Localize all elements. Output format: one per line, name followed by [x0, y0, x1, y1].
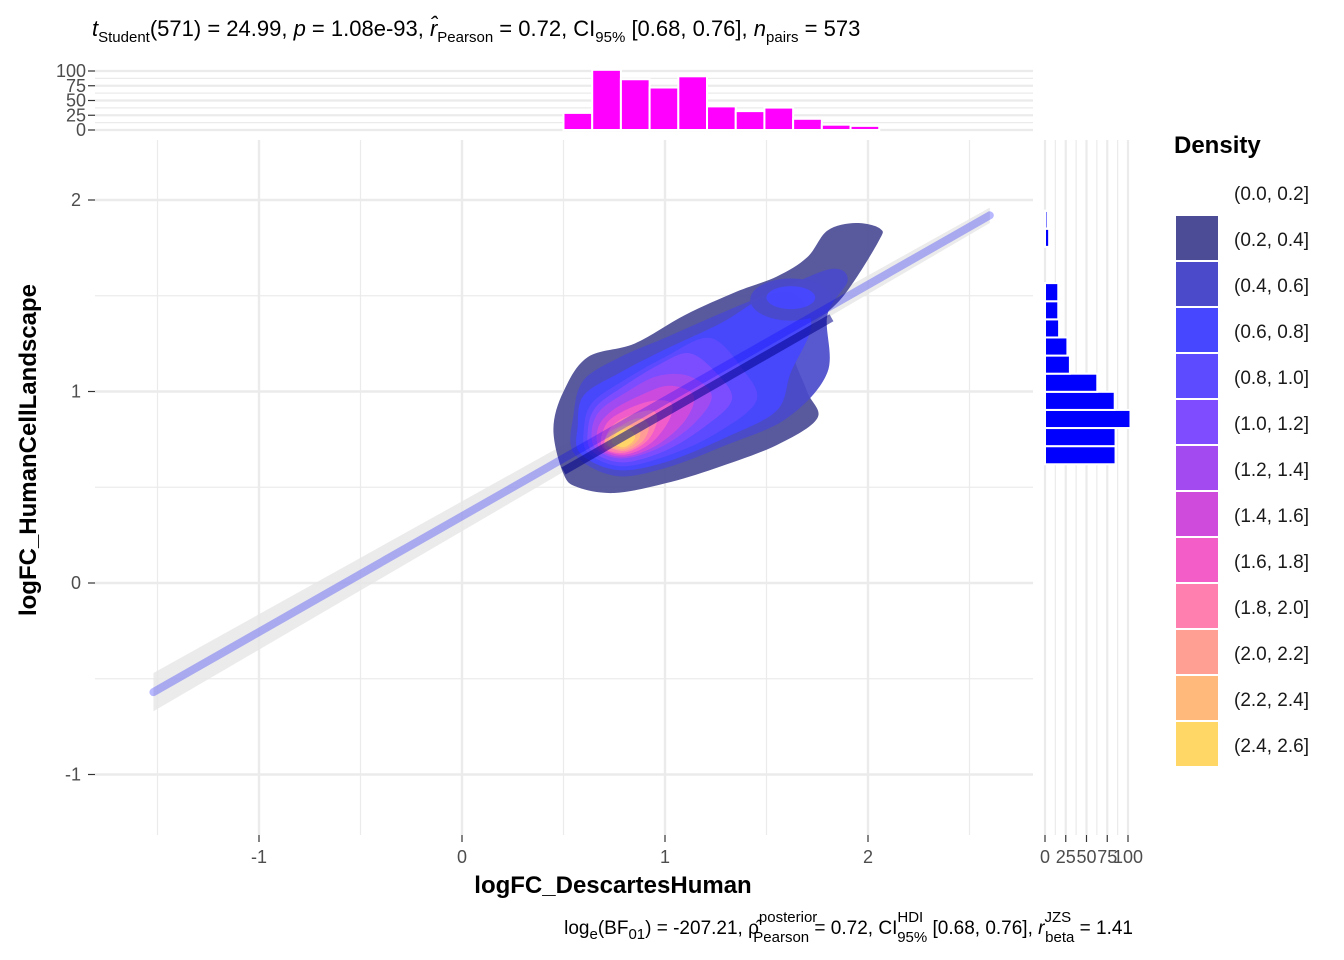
main-gridlines: [95, 140, 1033, 835]
legend-label: (2.4, 2.6]: [1234, 736, 1309, 757]
top-hist-tick-label: 75: [66, 76, 86, 96]
legend-label: (1.8, 2.0]: [1234, 598, 1309, 619]
legend-swatch: [1176, 538, 1218, 582]
y-axis-title: logFC_HumanCellLandscape: [15, 284, 42, 616]
right-hist-bar: [1044, 354, 1071, 375]
right-hist-bar: [1044, 282, 1060, 303]
top-hist-bar: [677, 75, 709, 131]
right-histogram-gridlines: [1043, 140, 1130, 835]
legend-label: (0.6, 0.8]: [1234, 322, 1309, 343]
legend-label: (2.2, 2.4]: [1234, 690, 1309, 711]
legend-label: (1.0, 1.2]: [1234, 414, 1309, 435]
legend-title: Density: [1174, 132, 1261, 159]
legend-swatch: [1176, 492, 1218, 536]
top-hist-bar: [849, 124, 881, 132]
regression-line-stroke: [149, 211, 994, 697]
top-hist-bar: [820, 123, 852, 132]
legend-swatch: [1176, 584, 1218, 628]
legend-label: (0.8, 1.0]: [1234, 368, 1309, 389]
right-hist-bar: [1044, 227, 1051, 248]
legend-swatch: [1176, 170, 1218, 214]
legend-label: (0.4, 0.6]: [1234, 276, 1309, 297]
top-hist-bar: [792, 117, 823, 132]
right-hist-bar: [1044, 300, 1060, 321]
legend-swatch: [1176, 400, 1218, 444]
top-hist-bar: [591, 68, 622, 131]
right-histogram: [1044, 209, 1132, 466]
right-hist-tick-label: 25: [1056, 847, 1076, 867]
top-hist-bar: [619, 78, 651, 132]
x-tick-label: 1: [660, 847, 670, 867]
top-hist-tick-label: 0: [76, 120, 86, 140]
top-hist-bar: [648, 86, 680, 131]
x-tick-label: -1: [251, 847, 267, 867]
y-tick-label: 0: [71, 573, 81, 593]
stats-subtitle: tStudent(571) = 24.99, p = 1.08e-93, r̂P…: [92, 16, 860, 46]
top-hist-bar: [562, 111, 594, 131]
right-hist-tick-label: 0: [1040, 847, 1050, 867]
x-tick-label: 2: [863, 847, 873, 867]
right-hist-bar: [1044, 336, 1069, 357]
legend-label: (0.0, 0.2]: [1234, 184, 1309, 205]
right-hist-tick-label: 50: [1076, 847, 1096, 867]
y-tick-label: 1: [71, 382, 81, 402]
right-hist-bar: [1044, 427, 1117, 448]
right-hist-tick-label: 100: [1113, 847, 1143, 867]
right-hist-bar: [1044, 318, 1061, 339]
top-hist-bar: [734, 110, 766, 132]
main-axis-ticks: -1 0 1 2 -1 0 1 2: [65, 190, 873, 867]
legend-swatch: [1176, 262, 1218, 306]
right-hist-bar: [1044, 209, 1049, 230]
right-hist-bar: [1044, 408, 1132, 430]
legend-swatch: [1176, 722, 1218, 766]
x-tick-label: 0: [457, 847, 467, 867]
legend-label: (1.2, 1.4]: [1234, 460, 1309, 481]
right-hist-bar: [1044, 445, 1117, 466]
top-histogram: [562, 68, 881, 132]
y-tick-label: -1: [65, 765, 81, 785]
x-axis-title: logFC_DescartesHuman: [474, 872, 751, 899]
legend-swatch: [1176, 216, 1218, 260]
legend-label: (0.2, 0.4]: [1234, 230, 1309, 251]
regression-line-overlap: [561, 314, 834, 475]
right-hist-bar: [1044, 372, 1099, 393]
legend-label: (1.6, 1.8]: [1234, 552, 1309, 573]
legend-label: (1.4, 1.6]: [1234, 506, 1309, 527]
top-hist-bar: [763, 106, 795, 132]
bayes-caption: loge(BF01) = -207.21, ρ̂posterior Pearson…: [564, 909, 1133, 946]
top-hist-tick-label: 100: [56, 61, 86, 81]
y-tick-label: 2: [71, 190, 81, 210]
legend-swatch: [1176, 446, 1218, 490]
legend-swatch: [1176, 676, 1218, 720]
top-hist-bar: [706, 105, 737, 132]
density-legend: Density (0.0, 0.2] (0.2, 0.4] (0.4, 0.6] (0…: [1174, 132, 1309, 766]
legend-swatch: [1176, 308, 1218, 352]
right-hist-bar: [1044, 390, 1116, 411]
top-hist-tick-label: 50: [66, 91, 86, 111]
right-hist-tick-label: 75: [1097, 847, 1117, 867]
density-contour-secondary: [766, 286, 816, 310]
legend-swatch: [1176, 630, 1218, 674]
legend-swatch: [1176, 354, 1218, 398]
regression-line: [149, 211, 994, 697]
top-hist-tick-label: 25: [66, 105, 86, 125]
legend-label: (2.0, 2.2]: [1234, 644, 1309, 665]
